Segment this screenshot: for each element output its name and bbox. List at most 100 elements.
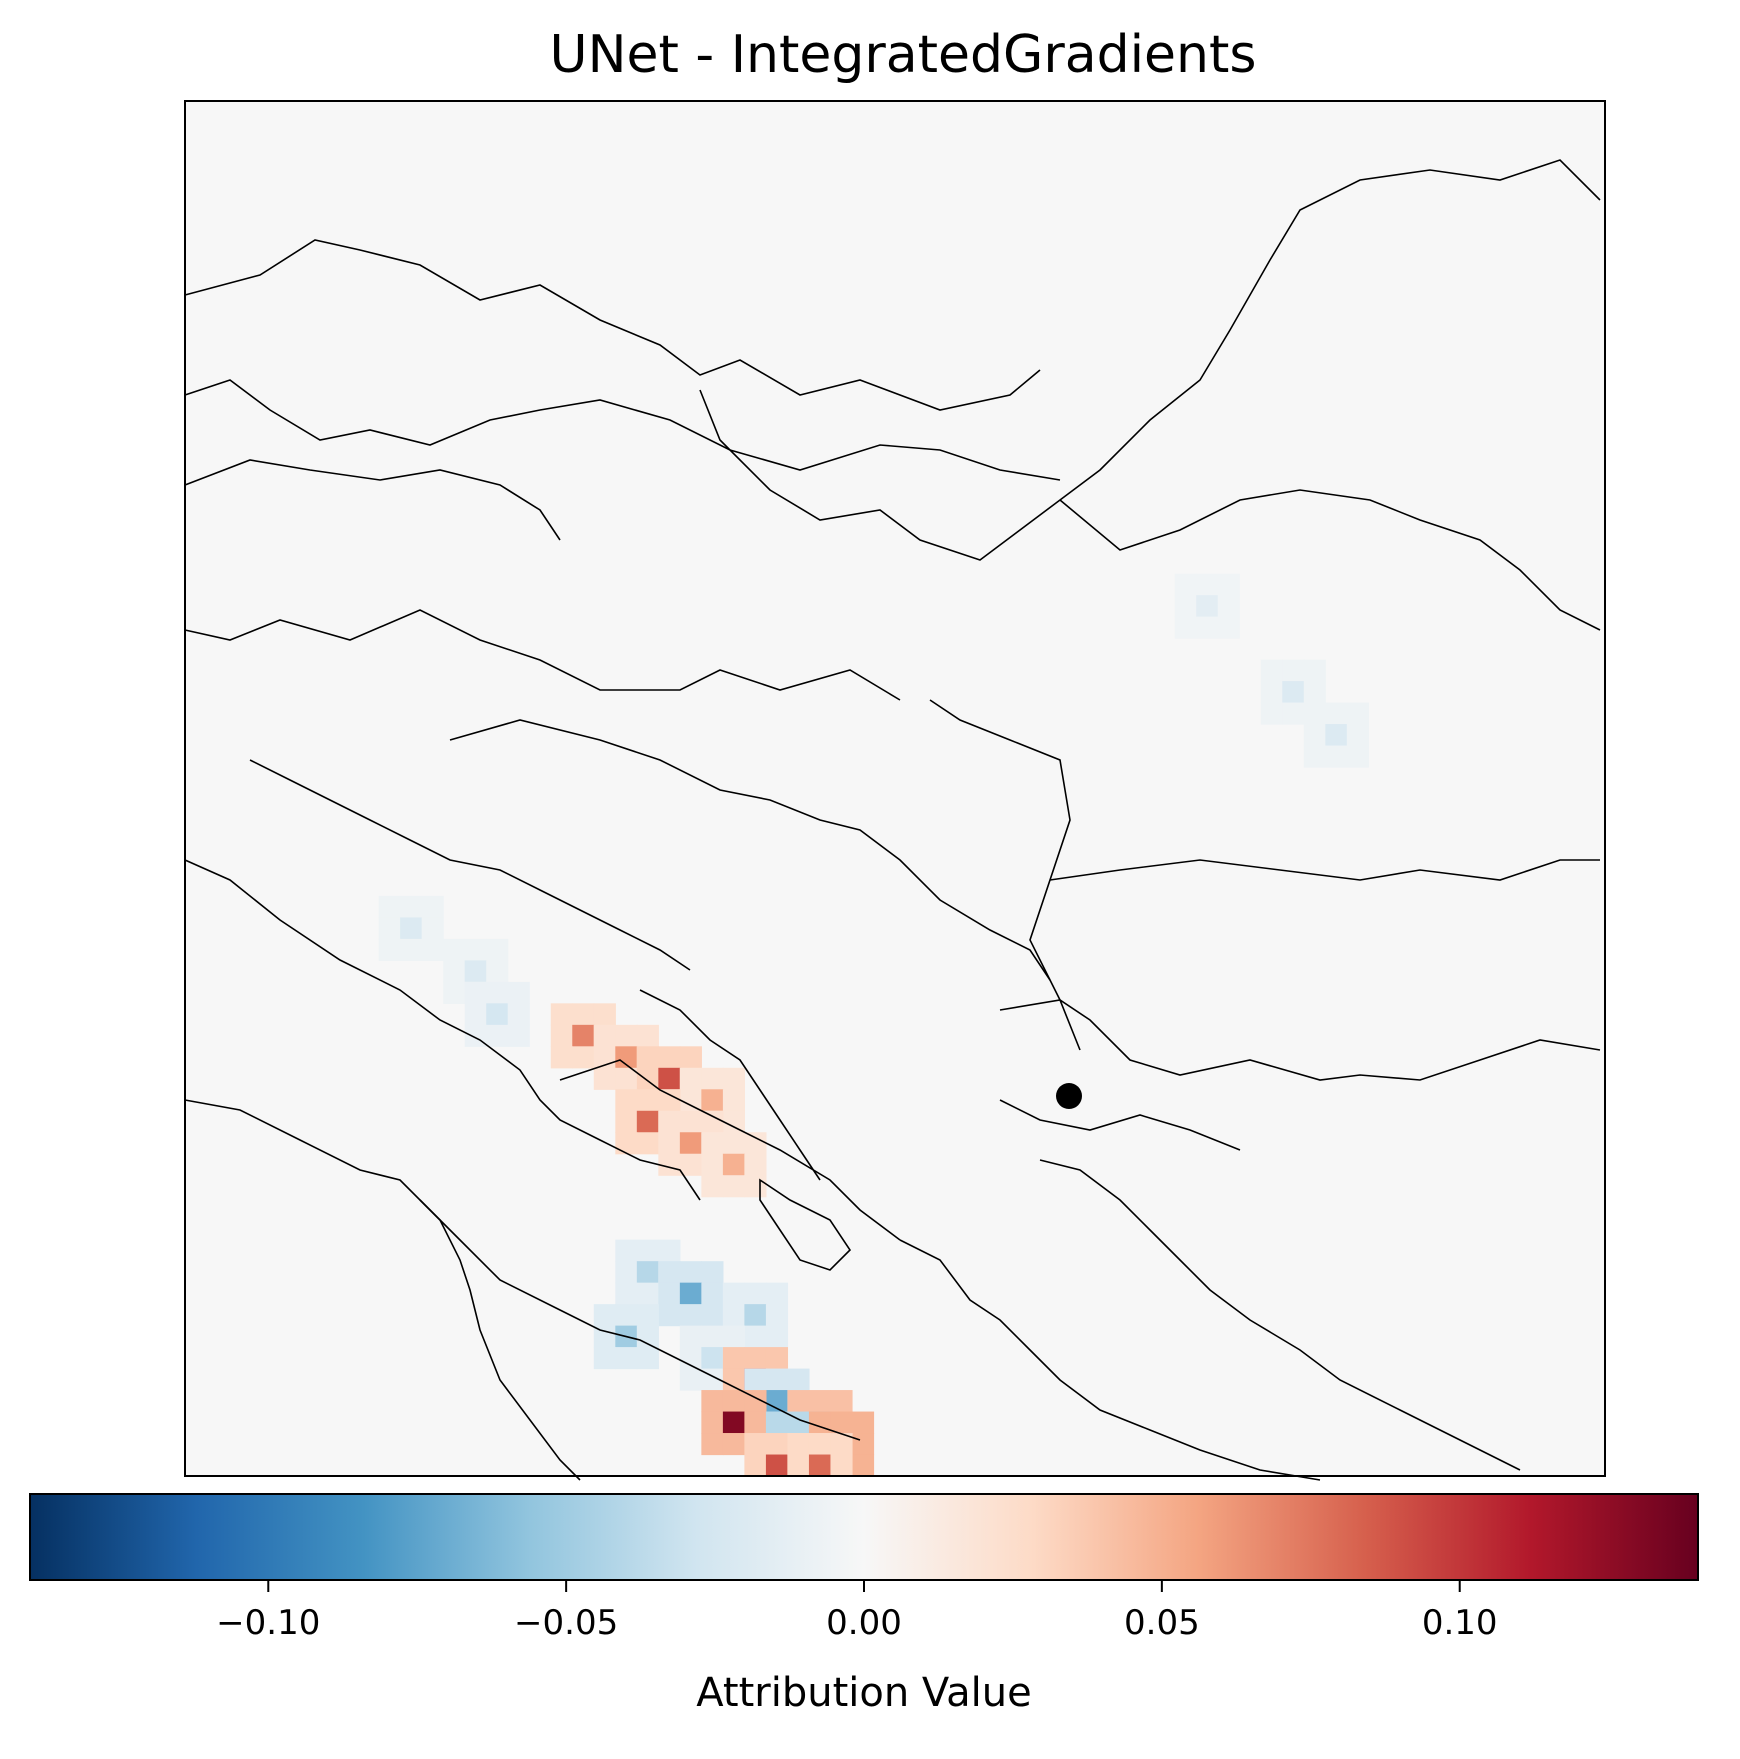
heatmap-cell [701,1347,724,1370]
heatmap-cell-halo [636,1282,659,1305]
heatmap-cell-halo [851,1433,875,1456]
heatmap-cell [744,1304,767,1327]
heatmap-cell [636,1110,659,1133]
heatmap-cell-halo [593,1003,616,1026]
heatmap-cell-halo [1217,616,1240,639]
heatmap-cell [765,1454,789,1477]
heatmap-cell [658,1067,681,1090]
heatmap-cell-halo [1282,702,1305,725]
heatmap-cell-halo [636,1132,659,1155]
heatmap-cell-halo [1303,724,1326,747]
heatmap-cell-halo [615,1089,638,1112]
heatmap-cell-halo [679,1046,702,1069]
heatmap-cell-halo [1260,659,1283,682]
heatmap-cell-halo [808,1433,832,1456]
heatmap-cell [722,1411,745,1434]
heatmap-cell-halo [765,1368,789,1391]
heatmap-cell-halo [701,1325,724,1348]
heatmap-cell-halo [744,1132,767,1155]
country-borders [184,159,1601,1481]
heatmap-cell-halo [744,1347,767,1370]
heatmap-cell-halo [486,1024,509,1047]
heatmap-cell-halo [443,960,466,983]
heatmap-background [185,101,1605,1476]
heatmap-cell [1325,724,1348,747]
heatmap-cell-halo [1196,573,1219,596]
heatmap-cell-halo [615,1110,638,1133]
heatmap-cell-halo [615,1132,638,1155]
heatmap-cell-halo [808,1390,832,1413]
heatmap-cell-halo [679,1368,702,1391]
location-marker [1056,1083,1082,1109]
heatmap-cell-halo [658,1239,681,1262]
heatmap-cell-halo [1325,702,1348,725]
heatmap-cell-halo [1174,595,1197,618]
heatmap-cell-halo [722,1282,745,1305]
heatmap-cell [486,1003,509,1026]
heatmap-cell-halo [744,1282,767,1305]
heatmap-cell-halo [400,938,423,961]
colorbar-tick-label: −0.05 [514,1603,618,1643]
heatmap-cell-halo [572,1003,595,1026]
heatmap-cell [572,1024,595,1047]
heatmap-cell-halo [851,1454,875,1477]
heatmap-cell-halo [722,1304,745,1327]
heatmap-cell-halo [443,981,466,1004]
heatmap-cell [1196,595,1219,618]
heatmap-cell-halo [658,1153,681,1176]
heatmap-cell-halo [765,1411,789,1434]
heatmap-cell-halo [679,1261,702,1284]
heatmap-cell-halo [1346,745,1369,768]
heatmap-cell-halo [701,1304,724,1327]
heatmap-cell-halo [400,895,423,918]
heatmap-cell-halo [830,1411,853,1434]
heatmap-cell-halo [722,1110,745,1133]
heatmap-cell-halo [787,1454,810,1477]
heatmap-cell-halo [593,1325,616,1348]
colorbar-tick-label: 0.10 [1422,1603,1498,1643]
heatmap-cell [722,1153,745,1176]
heatmap-cell-halo [658,1046,681,1069]
heatmap-cell [765,1390,789,1413]
heatmap-cell-halo [1325,745,1348,768]
heatmap-cell-halo [486,938,509,961]
heatmap-cell-halo [658,1304,681,1327]
heatmap-cell [1282,681,1305,704]
chart-title: UNet - IntegratedGradients [550,25,1257,85]
heatmap-cell-halo [765,1433,789,1456]
heatmap-cell-halo [421,917,444,940]
heatmap-cell-halo [636,1347,659,1370]
heatmap-cell [636,1261,659,1284]
heatmap-cell-halo [722,1433,745,1456]
colorbar-tick-label: 0.00 [826,1603,902,1643]
heatmap-cell-halo [1303,659,1326,682]
heatmap-cell-halo [378,895,401,918]
heatmap-cell-halo [658,1089,681,1112]
heatmap-cell-halo [701,1153,724,1176]
heatmap-cell-halo [1303,681,1326,704]
heatmap-cell-halo [744,1153,767,1176]
heatmap-cell-halo [1174,616,1197,639]
colorbar-tick-label: −0.10 [216,1603,320,1643]
heatmap-cell-halo [572,1046,595,1069]
heatmap-cell-halo [636,1325,659,1348]
heatmap-area [185,101,1605,1477]
heatmap-cell-halo [787,1368,810,1391]
heatmap-cell-halo [593,1304,616,1327]
heatmap-cell-halo [1346,702,1369,725]
heatmap-cell-halo [658,1110,681,1133]
heatmap-cell-halo [507,1024,530,1047]
heatmap-cell-halo [615,1239,638,1262]
heatmap-cell-halo [658,1261,681,1284]
heatmap-cell-halo [636,1304,659,1327]
colorbar-tick-label: 0.05 [1124,1603,1200,1643]
heatmap-cell-halo [615,1024,638,1047]
heatmap-cell-halo [787,1433,810,1456]
heatmap-cell-halo [744,1368,767,1391]
heatmap-cell-halo [722,1132,745,1155]
heatmap-cell-halo [765,1304,789,1327]
heatmap-cell-halo [765,1325,789,1348]
heatmap-cell [679,1132,702,1155]
heatmap-cell-halo [1260,702,1283,725]
